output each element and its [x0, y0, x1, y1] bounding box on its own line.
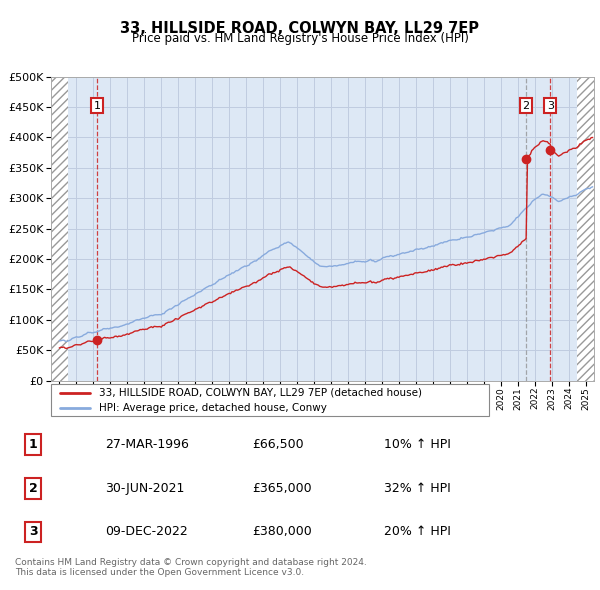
Bar — [51, 77, 68, 381]
Text: 33, HILLSIDE ROAD, COLWYN BAY, LL29 7EP (detached house): 33, HILLSIDE ROAD, COLWYN BAY, LL29 7EP … — [99, 388, 422, 398]
Text: 27-MAR-1996: 27-MAR-1996 — [105, 438, 189, 451]
Text: £365,000: £365,000 — [252, 482, 311, 495]
Text: 1: 1 — [94, 100, 100, 110]
Bar — [577, 77, 594, 381]
Text: 3: 3 — [547, 100, 554, 110]
Text: 10% ↑ HPI: 10% ↑ HPI — [384, 438, 451, 451]
FancyBboxPatch shape — [51, 384, 489, 416]
Text: £380,000: £380,000 — [252, 526, 312, 539]
Text: 09-DEC-2022: 09-DEC-2022 — [105, 526, 188, 539]
Text: Price paid vs. HM Land Registry's House Price Index (HPI): Price paid vs. HM Land Registry's House … — [131, 32, 469, 45]
Text: 2: 2 — [29, 482, 37, 495]
Text: 33, HILLSIDE ROAD, COLWYN BAY, LL29 7EP: 33, HILLSIDE ROAD, COLWYN BAY, LL29 7EP — [121, 21, 479, 35]
Text: £66,500: £66,500 — [252, 438, 304, 451]
Text: 3: 3 — [29, 526, 37, 539]
Text: 20% ↑ HPI: 20% ↑ HPI — [384, 526, 451, 539]
Text: HPI: Average price, detached house, Conwy: HPI: Average price, detached house, Conw… — [99, 402, 327, 412]
Text: 30-JUN-2021: 30-JUN-2021 — [105, 482, 184, 495]
Text: 2: 2 — [523, 100, 530, 110]
Text: 32% ↑ HPI: 32% ↑ HPI — [384, 482, 451, 495]
Text: 1: 1 — [29, 438, 37, 451]
Text: Contains HM Land Registry data © Crown copyright and database right 2024.
This d: Contains HM Land Registry data © Crown c… — [15, 558, 367, 578]
